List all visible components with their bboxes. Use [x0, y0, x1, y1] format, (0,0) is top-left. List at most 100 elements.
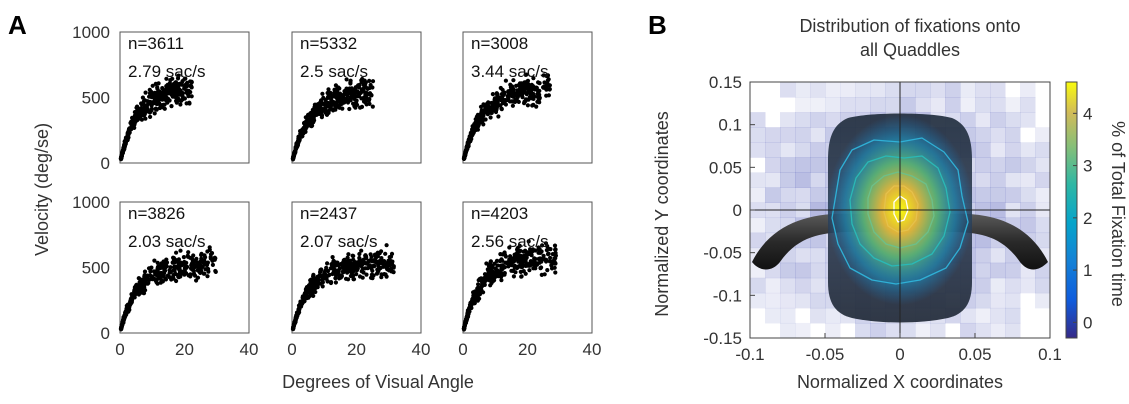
- scatter-point: [515, 251, 520, 256]
- scatter-point: [164, 87, 169, 92]
- scatter-point: [306, 289, 311, 294]
- scatter-point: [502, 271, 507, 276]
- heatmap-cell: [765, 187, 781, 203]
- scatter-point: [176, 92, 181, 97]
- scatter-point: [157, 94, 162, 99]
- heatmap-cell: [750, 127, 766, 143]
- scatter-point: [493, 266, 498, 271]
- scatter-point: [479, 116, 484, 121]
- scatter-point: [545, 268, 550, 273]
- scatter-point: [183, 82, 188, 87]
- scatter-point: [499, 267, 504, 272]
- heatmap-cell: [780, 112, 796, 128]
- heatmap-cell: [990, 142, 1006, 158]
- scatter-point: [525, 103, 531, 108]
- scatter-point: [353, 85, 358, 90]
- heatmap-cell: [990, 112, 1006, 128]
- heatmap-cell: [1005, 127, 1021, 143]
- scatter-point: [531, 92, 536, 97]
- scatter-point: [301, 299, 306, 304]
- scatter-point: [468, 303, 473, 308]
- scatter-point: [313, 285, 318, 290]
- scatter-point: [475, 127, 480, 132]
- scatter-point: [167, 98, 172, 103]
- scatter-point: [374, 271, 380, 276]
- scatter-point: [488, 115, 493, 120]
- scatter-point: [163, 268, 168, 273]
- x-tick-label: 0.1: [1038, 345, 1062, 364]
- scatter-point: [484, 278, 489, 283]
- scatter-point: [506, 264, 511, 269]
- scatter-point: [305, 118, 310, 123]
- heatmap-cell: [780, 142, 796, 158]
- scatter-points: [290, 243, 396, 332]
- scatter-point: [384, 274, 389, 279]
- heatmap-cell: [1035, 292, 1050, 309]
- y-tick-label: 500: [82, 89, 110, 108]
- heatmap-cell: [1005, 97, 1021, 113]
- scatter-point: [357, 255, 362, 261]
- heatmap-cell: [1020, 187, 1036, 203]
- heatmap-cell: [825, 112, 841, 128]
- scatter-point: [175, 76, 181, 81]
- scatter-point: [514, 98, 519, 103]
- scatter-point: [344, 260, 349, 265]
- subplot-n-label: n=2437: [300, 204, 357, 223]
- scatter-point: [124, 135, 129, 140]
- scatter-point: [292, 319, 297, 324]
- scatter-point: [189, 80, 194, 85]
- scatter-point: [311, 113, 316, 118]
- scatter-point: [529, 95, 534, 100]
- scatter-point: [343, 96, 348, 101]
- scatter-point: [129, 297, 134, 302]
- scatter-subplot: n=3611 2.79 sac/s 0 500 1000: [72, 23, 250, 173]
- heatmap-cell: [870, 82, 886, 98]
- scatter-point: [327, 101, 332, 107]
- scatter-point: [142, 273, 147, 278]
- scatter-point: [307, 122, 312, 127]
- scatter-point: [351, 277, 356, 282]
- scatter-point: [480, 281, 485, 286]
- scatter-point: [325, 268, 331, 274]
- scatter-point: [522, 99, 527, 104]
- x-tick-label: 20: [347, 340, 366, 359]
- scatter-point: [335, 269, 340, 274]
- scatter-point: [173, 257, 178, 262]
- scatter-point: [297, 134, 302, 139]
- y-tick-label: 1000: [72, 193, 110, 212]
- heatmap-cell: [1005, 322, 1021, 338]
- heatmap-cell: [840, 82, 856, 98]
- scatter-point: [141, 110, 147, 115]
- scatter-point: [499, 106, 504, 111]
- y-tick-label: -0.15: [703, 329, 742, 348]
- scatter-point: [155, 260, 160, 265]
- scatter-point: [331, 260, 336, 265]
- scatter-point: [320, 284, 325, 289]
- heatmap-cell: [990, 307, 1006, 324]
- heatmap-cell: [780, 307, 796, 324]
- scatter-point: [147, 87, 152, 92]
- heatmap-cell: [795, 142, 811, 158]
- heatmap-cell: [975, 112, 991, 128]
- scatter-point: [495, 263, 500, 268]
- scatter-point: [500, 263, 505, 268]
- scatter-point: [377, 251, 382, 256]
- scatter-point: [148, 269, 153, 274]
- heatmap-cell: [1020, 112, 1036, 128]
- heatmap-cell: [930, 97, 946, 113]
- heatmap-cell: [975, 97, 991, 113]
- heatmap-title-line2: all Quaddles: [860, 40, 960, 60]
- scatter-point: [181, 255, 186, 260]
- scatter-point: [486, 106, 491, 111]
- scatter-point: [176, 96, 181, 101]
- scatter-point: [160, 95, 165, 100]
- scatter-subplot: n=4203 2.56 sac/s 0 20 40: [458, 201, 601, 359]
- scatter-point: [496, 114, 501, 119]
- heatmap-cell: [1035, 187, 1050, 203]
- scatter-point: [345, 100, 351, 105]
- x-tick-label: 40: [412, 340, 431, 359]
- heatmap-cell: [990, 157, 1006, 173]
- scatter-point: [371, 273, 376, 278]
- scatter-point: [178, 274, 183, 279]
- scatter-point: [371, 259, 376, 264]
